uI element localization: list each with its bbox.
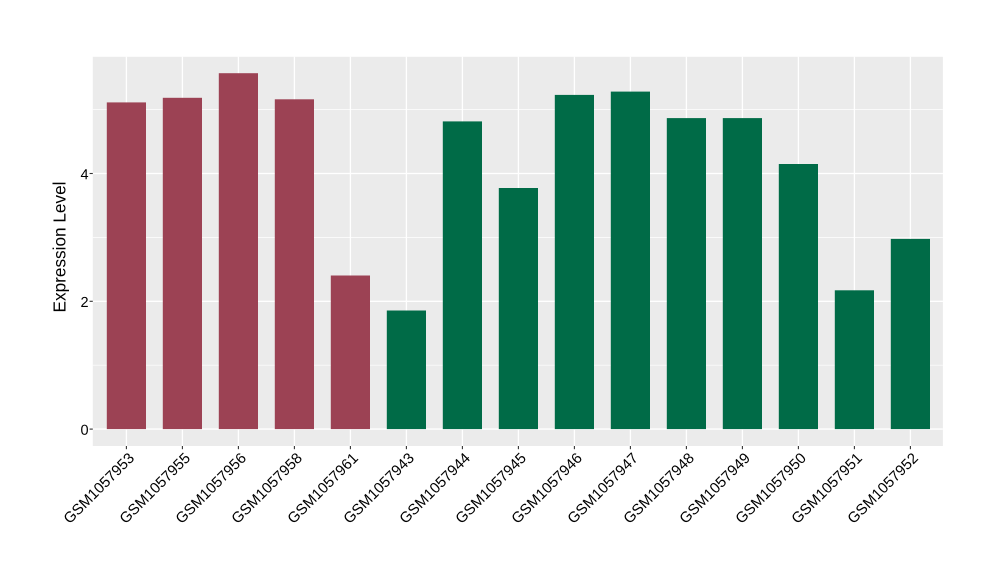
svg-text:0: 0 [81, 423, 89, 439]
svg-text:4: 4 [81, 167, 89, 183]
svg-text:2: 2 [81, 295, 89, 311]
svg-text:Expression Level: Expression Level [49, 182, 69, 313]
